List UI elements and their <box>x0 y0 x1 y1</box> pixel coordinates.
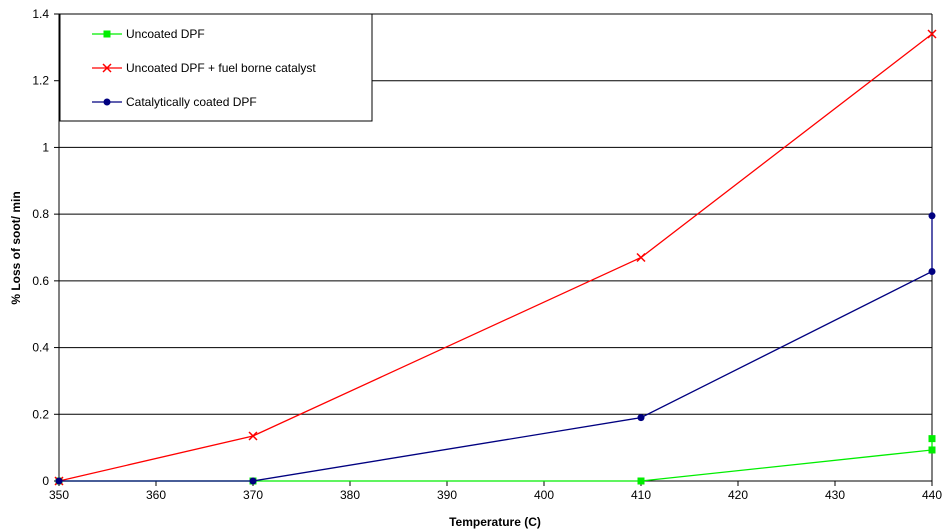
data-point <box>55 477 63 485</box>
x-tick-label: 360 <box>146 488 166 502</box>
x-tick-label: 420 <box>728 488 748 502</box>
x-tick-label: 390 <box>437 488 457 502</box>
x-tick-label: 440 <box>922 488 942 502</box>
data-point <box>928 212 936 220</box>
series-line <box>59 438 933 482</box>
y-tick-label: 0.4 <box>32 341 49 355</box>
y-tick-label: 1 <box>42 140 49 154</box>
y-tick-labels: 0 0.2 0.4 0.6 0.8 1 1.2 1.4 <box>32 7 49 488</box>
data-point <box>637 477 645 485</box>
legend-item: Uncoated DPF <box>92 27 205 41</box>
y-tick-label: 0.8 <box>32 207 49 221</box>
series-2 <box>54 29 937 486</box>
y-tick-label: 0 <box>42 474 49 488</box>
data-point <box>636 252 646 263</box>
legend-swatch-marker <box>102 63 112 73</box>
data-point <box>637 414 645 422</box>
legend-label: Uncoated DPF + fuel borne catalyst <box>126 61 316 75</box>
x-tick-label: 370 <box>243 488 263 502</box>
x-tick-labels: 350 360 370 380 390 400 410 420 430 440 <box>49 488 942 502</box>
x-tick-label: 380 <box>340 488 360 502</box>
data-point <box>928 446 936 454</box>
legend-swatch-marker <box>103 98 111 106</box>
y-tick-label: 0.6 <box>32 274 49 288</box>
data-point <box>928 435 936 443</box>
data-point <box>249 477 257 485</box>
legend: Uncoated DPF Uncoated DPF + fuel borne ca… <box>59 13 373 122</box>
data-point <box>928 268 936 276</box>
series-line <box>58 33 933 482</box>
y-tick-label: 0.2 <box>32 407 49 421</box>
y-tick-label: 1.2 <box>32 74 49 88</box>
x-tick-label: 410 <box>631 488 651 502</box>
legend-label: Uncoated DPF <box>126 27 205 41</box>
series-1 <box>55 435 936 485</box>
legend-label: Catalytically coated DPF <box>126 95 257 109</box>
data-point <box>248 431 258 441</box>
series-line <box>59 215 933 482</box>
y-tick-label: 1.4 <box>32 7 49 21</box>
series-3 <box>55 212 936 485</box>
x-axis-title: Temperature (C) <box>449 515 541 529</box>
legend-item: Catalytically coated DPF <box>92 95 257 109</box>
x-tick-label: 430 <box>825 488 845 502</box>
x-tick-label: 400 <box>534 488 554 502</box>
y-axis-title: % Loss of soot/ min <box>9 191 23 304</box>
legend-swatch-marker <box>103 30 111 38</box>
legend-item: Uncoated DPF + fuel borne catalyst <box>92 61 316 75</box>
data-point <box>927 29 937 39</box>
series-group <box>54 29 937 486</box>
x-tick-label: 350 <box>49 488 69 502</box>
